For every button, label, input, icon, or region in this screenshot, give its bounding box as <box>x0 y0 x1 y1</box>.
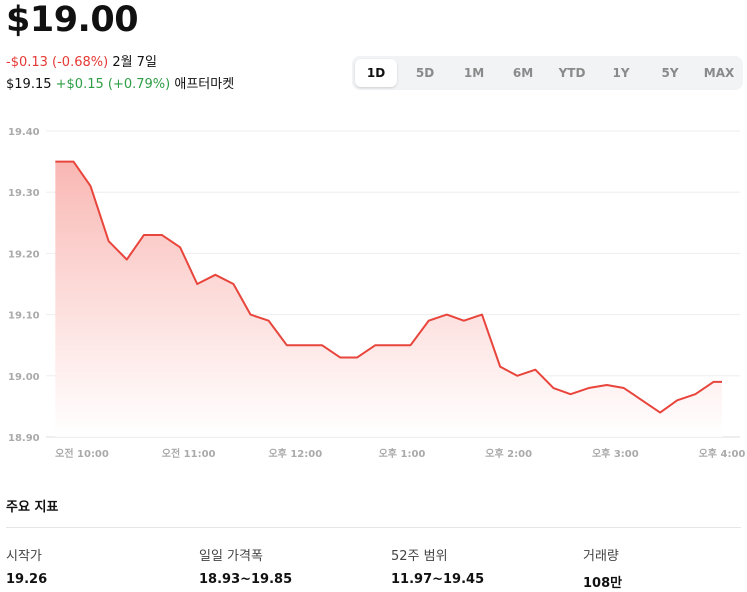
y-tick-label: 19.10 <box>8 311 40 322</box>
range-tab-5y[interactable]: 5Y <box>661 66 679 80</box>
stat-value: 11.97~19.45 <box>391 572 485 587</box>
range-tab-1m[interactable]: 1M <box>463 66 485 80</box>
x-tick-label: 오후 12:00 <box>268 447 322 460</box>
price-area <box>55 161 723 437</box>
stat-label: 시작가 <box>6 549 42 564</box>
after-market-price: $19.15 <box>6 77 52 92</box>
stat-value: 108만 <box>583 576 623 591</box>
stat-label: 일일 가격폭 <box>199 549 263 564</box>
range-tab-5d[interactable]: 5D <box>415 66 435 80</box>
stats-divider <box>6 527 741 528</box>
x-tick-label: 오전 10:00 <box>55 447 109 460</box>
current-price: $19.00 <box>6 0 139 40</box>
after-market-row: $19.15 +$0.15 (+0.79%) 애프터마켓 <box>6 73 234 92</box>
range-tab-6m[interactable]: 6M <box>512 66 534 80</box>
after-market-label: 애프터마켓 <box>174 77 235 92</box>
stat-value: 18.93~19.85 <box>199 572 293 587</box>
range-tab-ytd[interactable]: YTD <box>558 66 586 80</box>
range-tab-1y[interactable]: 1Y <box>612 66 630 80</box>
range-tabs: 1D 5D 1M 6M YTD 1Y 5Y MAX <box>352 56 743 90</box>
stat-value: 19.26 <box>6 572 48 587</box>
stat-day-range: 일일 가격폭 18.93~19.85 <box>199 545 379 587</box>
stat-volume: 거래량 108만 <box>583 545 747 591</box>
daily-change-row: -$0.13 (-0.68%) 2월 7일 <box>6 51 157 70</box>
y-tick-label: 19.40 <box>8 127 40 138</box>
y-tick-label: 19.00 <box>8 372 40 383</box>
x-tick-label: 오후 3:00 <box>592 447 639 460</box>
range-tab-1d[interactable]: 1D <box>355 59 397 87</box>
stat-label: 52주 범위 <box>391 549 448 564</box>
stat-52w-range: 52주 범위 11.97~19.45 <box>391 545 571 587</box>
x-tick-label: 오후 1:00 <box>379 447 426 460</box>
price-line <box>55 160 722 414</box>
x-tick-label: 오후 4:00 <box>699 447 746 460</box>
stat-label: 거래량 <box>583 549 619 564</box>
quote-date: 2월 7일 <box>112 55 157 70</box>
range-tab-max[interactable]: MAX <box>703 66 735 80</box>
x-tick-label: 오후 2:00 <box>485 447 532 460</box>
daily-change: -$0.13 (-0.68%) <box>6 55 109 70</box>
y-tick-label: 18.90 <box>8 433 40 444</box>
y-tick-label: 19.30 <box>8 188 40 199</box>
stat-open: 시작가 19.26 <box>6 545 186 587</box>
price-chart: 19.40 19.30 19.20 19.10 19.00 18.90 오전 10:00 오전… <box>8 127 746 460</box>
key-stats-title: 주요 지표 <box>6 500 59 515</box>
after-market-change: +$0.15 (+0.79%) <box>55 77 171 92</box>
x-tick-label: 오전 11:00 <box>162 447 216 460</box>
y-tick-label: 19.20 <box>8 249 40 260</box>
